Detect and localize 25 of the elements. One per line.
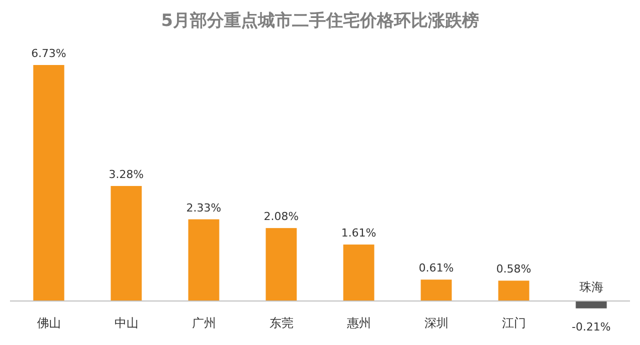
bar — [343, 244, 374, 301]
bar — [110, 186, 142, 301]
bar — [420, 280, 452, 301]
x-tick-label: 江门 — [502, 316, 526, 330]
x-tick-label: 广州 — [192, 316, 216, 330]
x-tick-label: 惠州 — [346, 316, 371, 330]
data-label: -0.21% — [572, 320, 611, 334]
x-tick-label: 深圳 — [424, 316, 448, 330]
bar — [498, 280, 530, 301]
data-label: 2.33% — [186, 201, 222, 214]
data-label: 1.61% — [341, 226, 376, 240]
bar — [576, 301, 607, 308]
chart-title: 5月部分重点城市二手住宅价格环比涨跌榜 — [161, 11, 479, 31]
data-label: 0.58% — [496, 262, 532, 276]
data-label: 0.61% — [418, 262, 454, 275]
data-label: 6.73% — [31, 47, 66, 60]
bar — [266, 228, 297, 301]
bar — [188, 219, 220, 301]
x-tick-label: 中山 — [114, 316, 138, 330]
data-label: 2.08% — [264, 210, 299, 224]
data-label: 3.28% — [108, 168, 144, 181]
bar — [33, 65, 64, 301]
x-tick-label: 佛山 — [36, 316, 61, 330]
x-tick-label: 珠海 — [579, 280, 604, 294]
x-tick-label: 东莞 — [269, 316, 294, 330]
